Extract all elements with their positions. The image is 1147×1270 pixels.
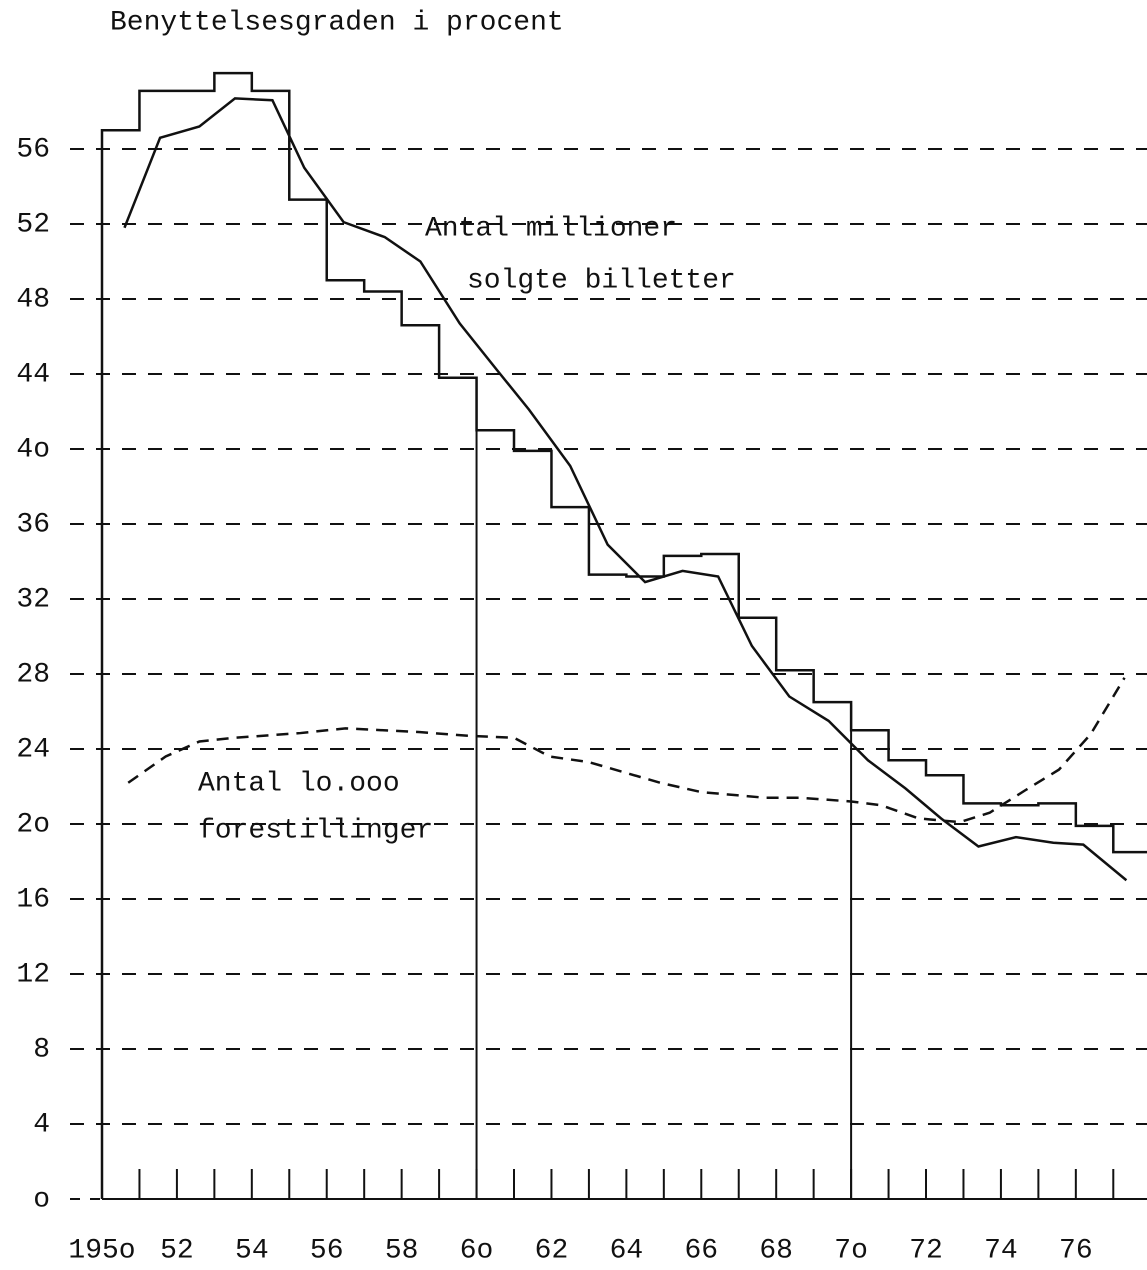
y-tick-label: 56 (16, 134, 50, 165)
x-tick-label: 58 (385, 1235, 419, 1266)
x-tick-label: 56 (310, 1235, 344, 1266)
y-tick-label: 36 (16, 509, 50, 540)
y-tick-label: 48 (16, 284, 50, 315)
y-tick-label: 4 (33, 1109, 50, 1140)
y-tick-label: 12 (16, 959, 50, 990)
y-tick-label: 32 (16, 584, 50, 615)
x-tick-label: 72 (909, 1235, 943, 1266)
y-tick-label: 16 (16, 884, 50, 915)
x-tick-label: 7o (834, 1235, 868, 1266)
line (123, 97, 1128, 882)
x-tick-label: 195o (68, 1235, 135, 1266)
y-tick-label: 44 (16, 359, 50, 390)
x-tick-label: 74 (984, 1235, 1018, 1266)
step-line (100, 71, 1147, 1199)
x-tick-label: 68 (759, 1235, 793, 1266)
annotation: Antal lo.ooo (198, 768, 400, 799)
x-tick-label: 6o (460, 1235, 494, 1266)
x-tick-label: 54 (235, 1235, 269, 1266)
y-tick-label: 28 (16, 659, 50, 690)
x-tick-label: 64 (610, 1235, 644, 1266)
annotation: Antal millioner (425, 213, 677, 244)
y-tick-label: 24 (16, 734, 50, 765)
annotation: solgte billetter (467, 265, 736, 296)
x-tick-label: 76 (1059, 1235, 1093, 1266)
annotation: forestillinger (198, 815, 433, 846)
y-tick-label: 4o (16, 434, 50, 465)
y-tick-label: o (33, 1184, 50, 1215)
x-tick-label: 62 (535, 1235, 569, 1266)
y-tick-label: 8 (33, 1034, 50, 1065)
x-tick-label: 52 (160, 1235, 194, 1266)
x-tick-label: 66 (684, 1235, 718, 1266)
y-tick-label: 2o (16, 809, 50, 840)
chart-title: Benyttelsesgraden i procent (110, 7, 564, 38)
y-tick-label: 52 (16, 209, 50, 240)
